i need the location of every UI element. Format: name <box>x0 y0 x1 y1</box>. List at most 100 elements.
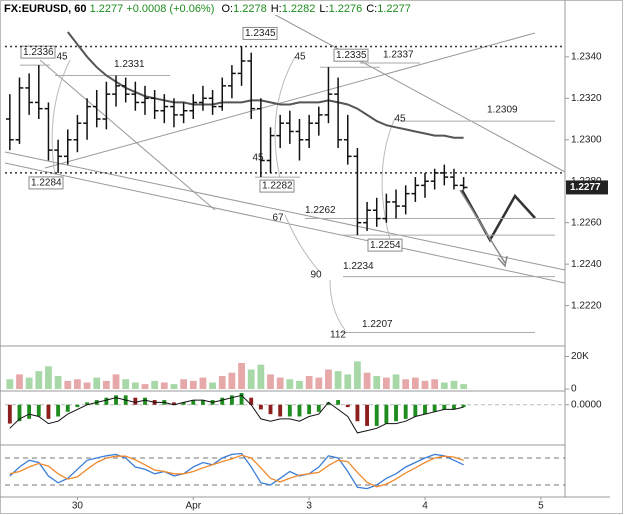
histogram-bar <box>345 404 350 408</box>
volume-bar <box>141 384 149 389</box>
volume-bar <box>45 366 52 389</box>
histogram-bar <box>297 404 302 417</box>
field-value: 1.2276 <box>328 3 363 15</box>
volume-bar <box>450 380 458 389</box>
y-tick-label: 1.2240 <box>571 259 602 270</box>
y-tick-label: 0 <box>571 384 577 395</box>
histogram-bar <box>355 404 360 422</box>
last-price-label: 1.2277 <box>570 182 601 193</box>
fan-arc <box>274 56 296 179</box>
fan-label: 67 <box>272 213 284 224</box>
volume-bar <box>460 384 467 389</box>
volume-bar <box>209 382 216 389</box>
histogram-bar <box>365 404 369 426</box>
fan-arc <box>284 214 321 273</box>
stochastic-line <box>9 452 464 490</box>
field-value: 1.2278 <box>233 3 267 15</box>
histogram-bar <box>384 404 389 424</box>
volume-bar <box>344 374 352 389</box>
field-key: L: <box>319 3 329 15</box>
histogram-bar <box>307 404 312 415</box>
histogram-bar <box>403 404 408 419</box>
volume-bar <box>383 377 390 389</box>
price-label: 1.2284 <box>31 178 62 189</box>
volume-bar <box>431 379 439 389</box>
histogram-bar <box>336 400 341 405</box>
histogram-bar <box>133 397 138 405</box>
price-label: 1.2345 <box>245 28 276 39</box>
histogram-bar <box>172 402 176 405</box>
price-label: 1.2335 <box>336 50 367 61</box>
histogram-bar <box>114 395 118 405</box>
fan-label: 112 <box>330 330 346 341</box>
x-tick-label: 5 <box>538 501 544 512</box>
volume-bar <box>218 376 226 389</box>
histogram-bar <box>374 404 379 426</box>
price-label: 1.2282 <box>262 181 293 192</box>
volume-bar <box>402 379 410 389</box>
y-tick-label: 1.2340 <box>571 51 602 62</box>
price-label: 1.2234 <box>343 261 374 272</box>
histogram-bar <box>413 404 418 417</box>
histogram-bar <box>316 404 321 412</box>
volume-bar <box>103 380 110 389</box>
histogram-bar <box>7 404 12 424</box>
histogram-bar <box>201 400 205 405</box>
histogram-bar <box>394 404 398 422</box>
price-label: 1.2336 <box>23 47 54 58</box>
price-label: 1.2207 <box>362 319 393 330</box>
volume-bar <box>160 382 168 389</box>
price-label-box <box>20 45 56 59</box>
volume-bar <box>170 384 178 389</box>
volume-bar <box>180 379 187 389</box>
fan-arc <box>381 117 396 241</box>
price-label-box <box>367 238 403 252</box>
fan-label: 90 <box>310 270 322 281</box>
histogram-bar <box>326 402 331 405</box>
histogram-bar <box>75 404 80 408</box>
volume-bar <box>392 374 400 389</box>
volume-bar <box>421 380 429 389</box>
volume-bar <box>334 371 342 389</box>
volume-bar <box>83 382 91 389</box>
volume-bar <box>189 380 197 389</box>
histogram-bar <box>229 395 234 405</box>
volume-bar <box>122 379 130 389</box>
channel-line <box>4 151 566 271</box>
y-tick-label: 1.2260 <box>571 217 602 228</box>
price-label-box <box>333 48 369 62</box>
x-tick-label: 4 <box>422 501 428 512</box>
field-value: 1.2282 <box>281 3 316 15</box>
fan-label: 45 <box>56 52 68 63</box>
volume-bar <box>238 363 245 389</box>
volume-bar <box>54 376 62 389</box>
histogram-bar <box>461 404 466 408</box>
volume-bar <box>112 374 120 389</box>
price-label: 1.2262 <box>305 205 336 216</box>
stochastic-line <box>9 454 464 488</box>
arrow-head <box>497 255 508 268</box>
volume-bar <box>16 374 23 389</box>
volume-bar <box>305 376 313 389</box>
price: 1.2277 <box>89 3 124 15</box>
volume-bar <box>131 382 139 389</box>
histogram-bar <box>104 397 109 405</box>
histogram-bar <box>143 397 147 405</box>
volume-bar <box>247 369 255 389</box>
fan-arc <box>51 59 71 176</box>
histogram-bar <box>278 404 283 417</box>
volume-bar <box>199 377 207 389</box>
histogram-bar <box>56 404 61 417</box>
volume-bar <box>411 377 419 389</box>
histogram-bar <box>287 404 292 417</box>
histogram-bar <box>191 400 196 405</box>
drawings <box>4 11 566 331</box>
y-tick-label: 20K <box>571 351 589 362</box>
volume-bar <box>257 364 265 389</box>
change: +0.0008 (+0.06%) <box>126 3 215 15</box>
y-tick-label: 1.2300 <box>571 134 602 145</box>
volume-bar <box>286 379 294 389</box>
histogram-bar <box>268 404 273 415</box>
